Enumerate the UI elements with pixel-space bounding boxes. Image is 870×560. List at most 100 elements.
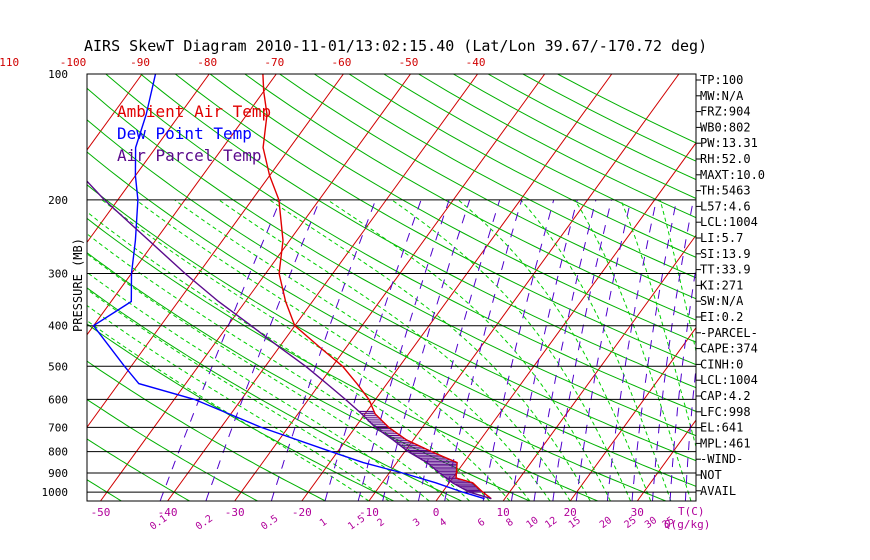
mixing-ratio-line: [669, 264, 696, 501]
bottom-temp-tick-label: -50: [91, 506, 111, 519]
index-label: NOT: [700, 468, 722, 482]
mixing-ratio-tick-label: 3: [411, 517, 422, 529]
index-label: -PARCEL-: [700, 326, 758, 340]
index-label: LCL:1004: [700, 373, 758, 387]
moist-adiabat-line: [101, 199, 511, 501]
index-label: FRZ:904: [700, 105, 751, 119]
top-temp-tick-label: -70: [264, 56, 284, 69]
bottom-temp-tick-label: -30: [225, 506, 245, 519]
dry-adiabat-line: [87, 217, 598, 501]
legend-entry: Dew Point Temp: [117, 124, 252, 143]
moist-adiabat-line: [327, 199, 611, 501]
moist-adiabat-line: [87, 233, 470, 501]
bottom-temp-tick-label: 30: [631, 506, 644, 519]
isotherm-line: [87, 74, 143, 151]
index-label: RH:52.0: [700, 152, 751, 166]
mixing-ratio-tick-label: 8: [504, 517, 515, 529]
isotherm-line: [87, 74, 344, 429]
moist-adiabat-line: [87, 320, 370, 501]
index-label: LFC:998: [700, 405, 751, 419]
moist-adiabat-line: [457, 199, 652, 501]
bottom-temp-tick-label: -40: [158, 506, 178, 519]
mixing-ratio-tick-label: 6: [476, 517, 487, 529]
mixing-ratio-tick-label: 30: [643, 515, 659, 531]
pressure-tick-label: 500: [48, 360, 68, 373]
moist-adiabat-lines: [87, 199, 696, 501]
top-temp-tick-label: -110: [0, 56, 19, 69]
index-label: TH:5463: [700, 184, 751, 198]
mixing-ratio-line: [444, 199, 523, 501]
moist-adiabat-line: [391, 199, 632, 501]
sounding-series: [87, 74, 492, 500]
dry-adiabat-line: [244, 74, 696, 321]
legend-entry: Air Parcel Temp: [117, 146, 262, 165]
dry-adiabat-line: [140, 74, 696, 389]
dry-adiabat-line: [87, 151, 696, 487]
index-label: EL:641: [700, 421, 743, 435]
pressure-tick-label: 800: [48, 446, 68, 459]
pressure-tick-label: 1000: [42, 486, 69, 499]
isotherm-line: [839, 74, 870, 501]
dew-point-temp-line: [92, 74, 485, 500]
index-label: CAPE:374: [700, 342, 758, 356]
index-label: CINH:0: [700, 357, 743, 371]
plot-area: [0, 74, 870, 501]
index-label: LCL:1004: [700, 215, 758, 229]
pressure-tick-label: 900: [48, 467, 68, 480]
moist-adiabat-line: [87, 253, 450, 501]
mixing-ratio-tick-label: 10: [524, 515, 540, 531]
dry-adiabat-line: [348, 74, 696, 258]
pressure-tick-label: 700: [48, 421, 68, 434]
chart-title: AIRS SkewT Diagram 2010-11-01/13:02:15.4…: [84, 37, 707, 55]
moist-adiabat-line: [87, 304, 390, 501]
mixing-ratio-tick-label: 4: [438, 517, 449, 529]
dry-adiabat-line: [487, 74, 696, 181]
isotherm-line: [301, 74, 613, 501]
pressure-tick-label: 400: [48, 320, 68, 333]
mixing-ratio-tick-label: 20: [598, 515, 614, 531]
moist-adiabat-line: [520, 199, 672, 501]
index-label: WB0:802: [700, 120, 751, 134]
dry-adiabat-line: [314, 74, 696, 279]
isotherm-line: [100, 74, 411, 501]
mixing-ratio-line: [606, 199, 657, 501]
mixing-ratio-unit-label: Q(g/kg): [664, 518, 710, 531]
dry-adiabat-line: [87, 252, 530, 501]
legend: Ambient Air Temp Dew Point Temp Air Parcel…: [117, 102, 271, 165]
pressure-tick-label: 200: [48, 194, 68, 207]
bottom-temp-tick-label: 10: [496, 506, 509, 519]
legend-entry: Ambient Air Temp: [117, 102, 271, 121]
mixing-ratio-lines: [159, 199, 696, 501]
isotherm-line: [87, 74, 210, 244]
ambient-air-temp-line: [262, 74, 492, 500]
index-label: PW:13.31: [700, 136, 758, 150]
dry-adiabat-line: [87, 398, 258, 501]
mixing-ratio-line: [552, 199, 612, 501]
dry-adiabat-line: [0, 74, 54, 501]
mixing-ratio-line: [482, 199, 555, 501]
plot-frame: [86, 73, 697, 502]
index-label: AVAIL: [700, 484, 736, 498]
dry-adiabat-line: [87, 184, 667, 501]
mixing-ratio-line: [575, 199, 632, 501]
mixing-ratio-line: [357, 199, 450, 501]
mixing-ratio-tick-label: 0.5: [259, 513, 280, 532]
top-temperature-axis: -120-110-100-90-80-70-60-50-40: [0, 56, 486, 69]
dry-adiabat-line: [87, 438, 190, 501]
index-label: L57:4.6: [700, 199, 751, 213]
moist-adiabat-line: [218, 199, 571, 501]
mixing-ratio-line: [417, 199, 501, 501]
dry-adiabat-line: [105, 74, 696, 412]
mixing-ratio-line: [533, 199, 597, 501]
mixing-ratio-tick-label: 1: [318, 517, 329, 529]
dry-adiabat-line: [87, 360, 326, 501]
moist-adiabat-line: [620, 199, 696, 449]
isotherm-line: [167, 74, 479, 501]
bottom-temp-tick-label: -20: [292, 506, 312, 519]
dry-adiabat-line: [279, 74, 696, 300]
pressure-axis: 100 200 300 400 500 600 700 800 900 1000: [42, 68, 69, 499]
index-label: TT:33.9: [700, 263, 751, 277]
moist-adiabat-line: [174, 199, 551, 501]
